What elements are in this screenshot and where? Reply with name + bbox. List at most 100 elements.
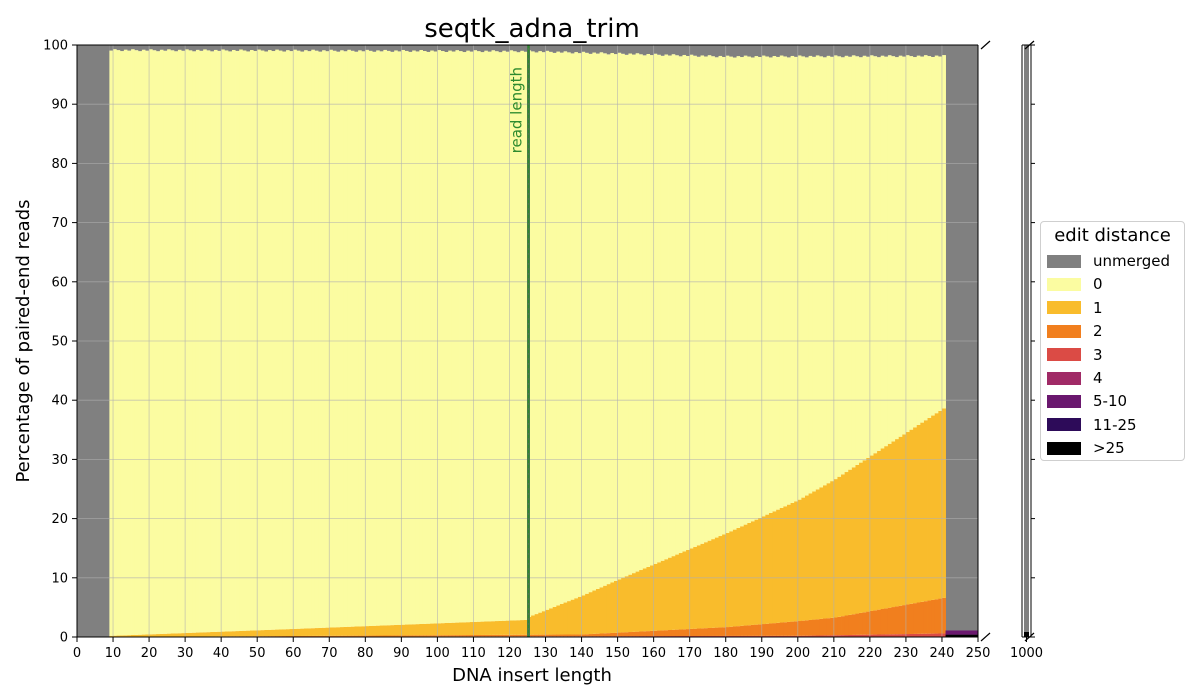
bar-segment	[736, 527, 741, 627]
bar-segment	[177, 633, 182, 637]
bar-segment	[469, 51, 474, 623]
bar-segment	[163, 633, 168, 637]
bar-segment	[848, 614, 853, 635]
bar-segment	[365, 49, 370, 627]
bar-segment	[109, 635, 114, 637]
bar-segment	[368, 625, 373, 636]
bar-segment	[163, 50, 168, 634]
legend-swatch	[1047, 441, 1081, 455]
bar-segment	[314, 635, 319, 637]
bar-segment	[365, 45, 370, 50]
bar-segment	[361, 626, 366, 636]
legend-item: >25	[1047, 438, 1125, 458]
bar-segment	[740, 526, 745, 626]
bar-segment	[595, 53, 600, 589]
bar-segment	[199, 632, 204, 637]
bar-segment	[711, 635, 716, 637]
bar-segment	[415, 624, 420, 636]
bar-segment	[383, 49, 388, 626]
bar-segment	[812, 635, 817, 637]
bar-segment	[322, 635, 327, 637]
bar-segment	[559, 45, 564, 53]
bar-segment	[855, 464, 860, 614]
bar-segment	[570, 634, 575, 637]
bar-segment	[581, 595, 586, 635]
bar-segment	[314, 50, 319, 629]
bar-segment	[221, 631, 226, 637]
bar-segment	[249, 636, 254, 637]
bar-segment	[451, 622, 456, 636]
bar-segment	[531, 615, 536, 635]
bar-segment	[797, 55, 802, 500]
bar-segment	[152, 50, 157, 635]
bar-segment	[841, 45, 846, 58]
bar-segment	[404, 635, 409, 637]
bar-segment	[819, 487, 824, 619]
bar-segment	[783, 56, 788, 507]
legend-item: 11-25	[1047, 415, 1137, 435]
bar-segment	[296, 635, 301, 637]
bar-segment	[426, 623, 431, 636]
bar-segment	[786, 45, 791, 58]
bar-segment	[311, 49, 316, 629]
bar-segment	[877, 450, 882, 610]
bar-segment	[271, 636, 276, 637]
bar-segment	[422, 50, 427, 624]
bar-segment	[109, 50, 114, 636]
bar-segment	[855, 634, 860, 637]
bar-segment	[678, 553, 683, 630]
bar-segment	[282, 629, 287, 637]
x-tick-label: 220	[857, 646, 882, 661]
bar-segment	[833, 45, 838, 56]
bar-segment	[650, 565, 655, 631]
bar-segment	[671, 54, 676, 557]
axis-break-mark	[1024, 632, 1035, 642]
bar-segment	[805, 57, 810, 496]
bar-segment	[459, 51, 464, 623]
bar-segment	[441, 623, 446, 636]
bar-segment	[707, 627, 712, 636]
bar-segment	[923, 55, 928, 421]
bar-segment	[386, 635, 391, 637]
bar-segment	[448, 622, 453, 636]
bar-segment	[304, 628, 309, 636]
bar-segment	[221, 45, 226, 50]
bar-segment	[743, 524, 748, 626]
bar-segment	[747, 635, 752, 637]
bar-segment	[444, 623, 449, 636]
bar-segment	[358, 626, 363, 636]
bar-segment	[199, 45, 204, 51]
bar-segment	[268, 629, 273, 637]
x-tick-label: 20	[141, 646, 158, 661]
bar-segment	[462, 635, 467, 637]
bar-segment	[696, 45, 701, 57]
bar-segment	[570, 53, 575, 600]
bar-segment	[664, 54, 669, 560]
bar-segment	[401, 45, 406, 50]
bar-segment	[862, 612, 867, 635]
bar-segment	[779, 45, 784, 56]
bar-segment	[163, 45, 168, 51]
bar-segment	[253, 636, 258, 637]
bar-segment	[736, 56, 741, 528]
legend-item: 4	[1047, 368, 1103, 388]
x-tick-label: 40	[213, 646, 230, 661]
bar-segment	[729, 45, 734, 57]
bar-segment	[329, 627, 334, 636]
bar-segment	[837, 56, 842, 477]
bar-segment	[329, 49, 334, 628]
bar-segment	[376, 635, 381, 637]
bar-segment	[556, 51, 561, 606]
bar-segment	[941, 597, 946, 634]
bar-segment	[776, 509, 781, 623]
bar-segment	[567, 52, 572, 602]
bar-segment	[231, 631, 236, 637]
bar-segment	[823, 45, 828, 58]
bar-segment	[844, 45, 849, 56]
bar-segment	[722, 56, 727, 535]
bar-segment	[628, 632, 633, 637]
bar-segment	[732, 45, 737, 58]
bar-segment	[376, 45, 381, 51]
bar-segment	[268, 45, 273, 51]
bar-segment	[678, 56, 683, 554]
